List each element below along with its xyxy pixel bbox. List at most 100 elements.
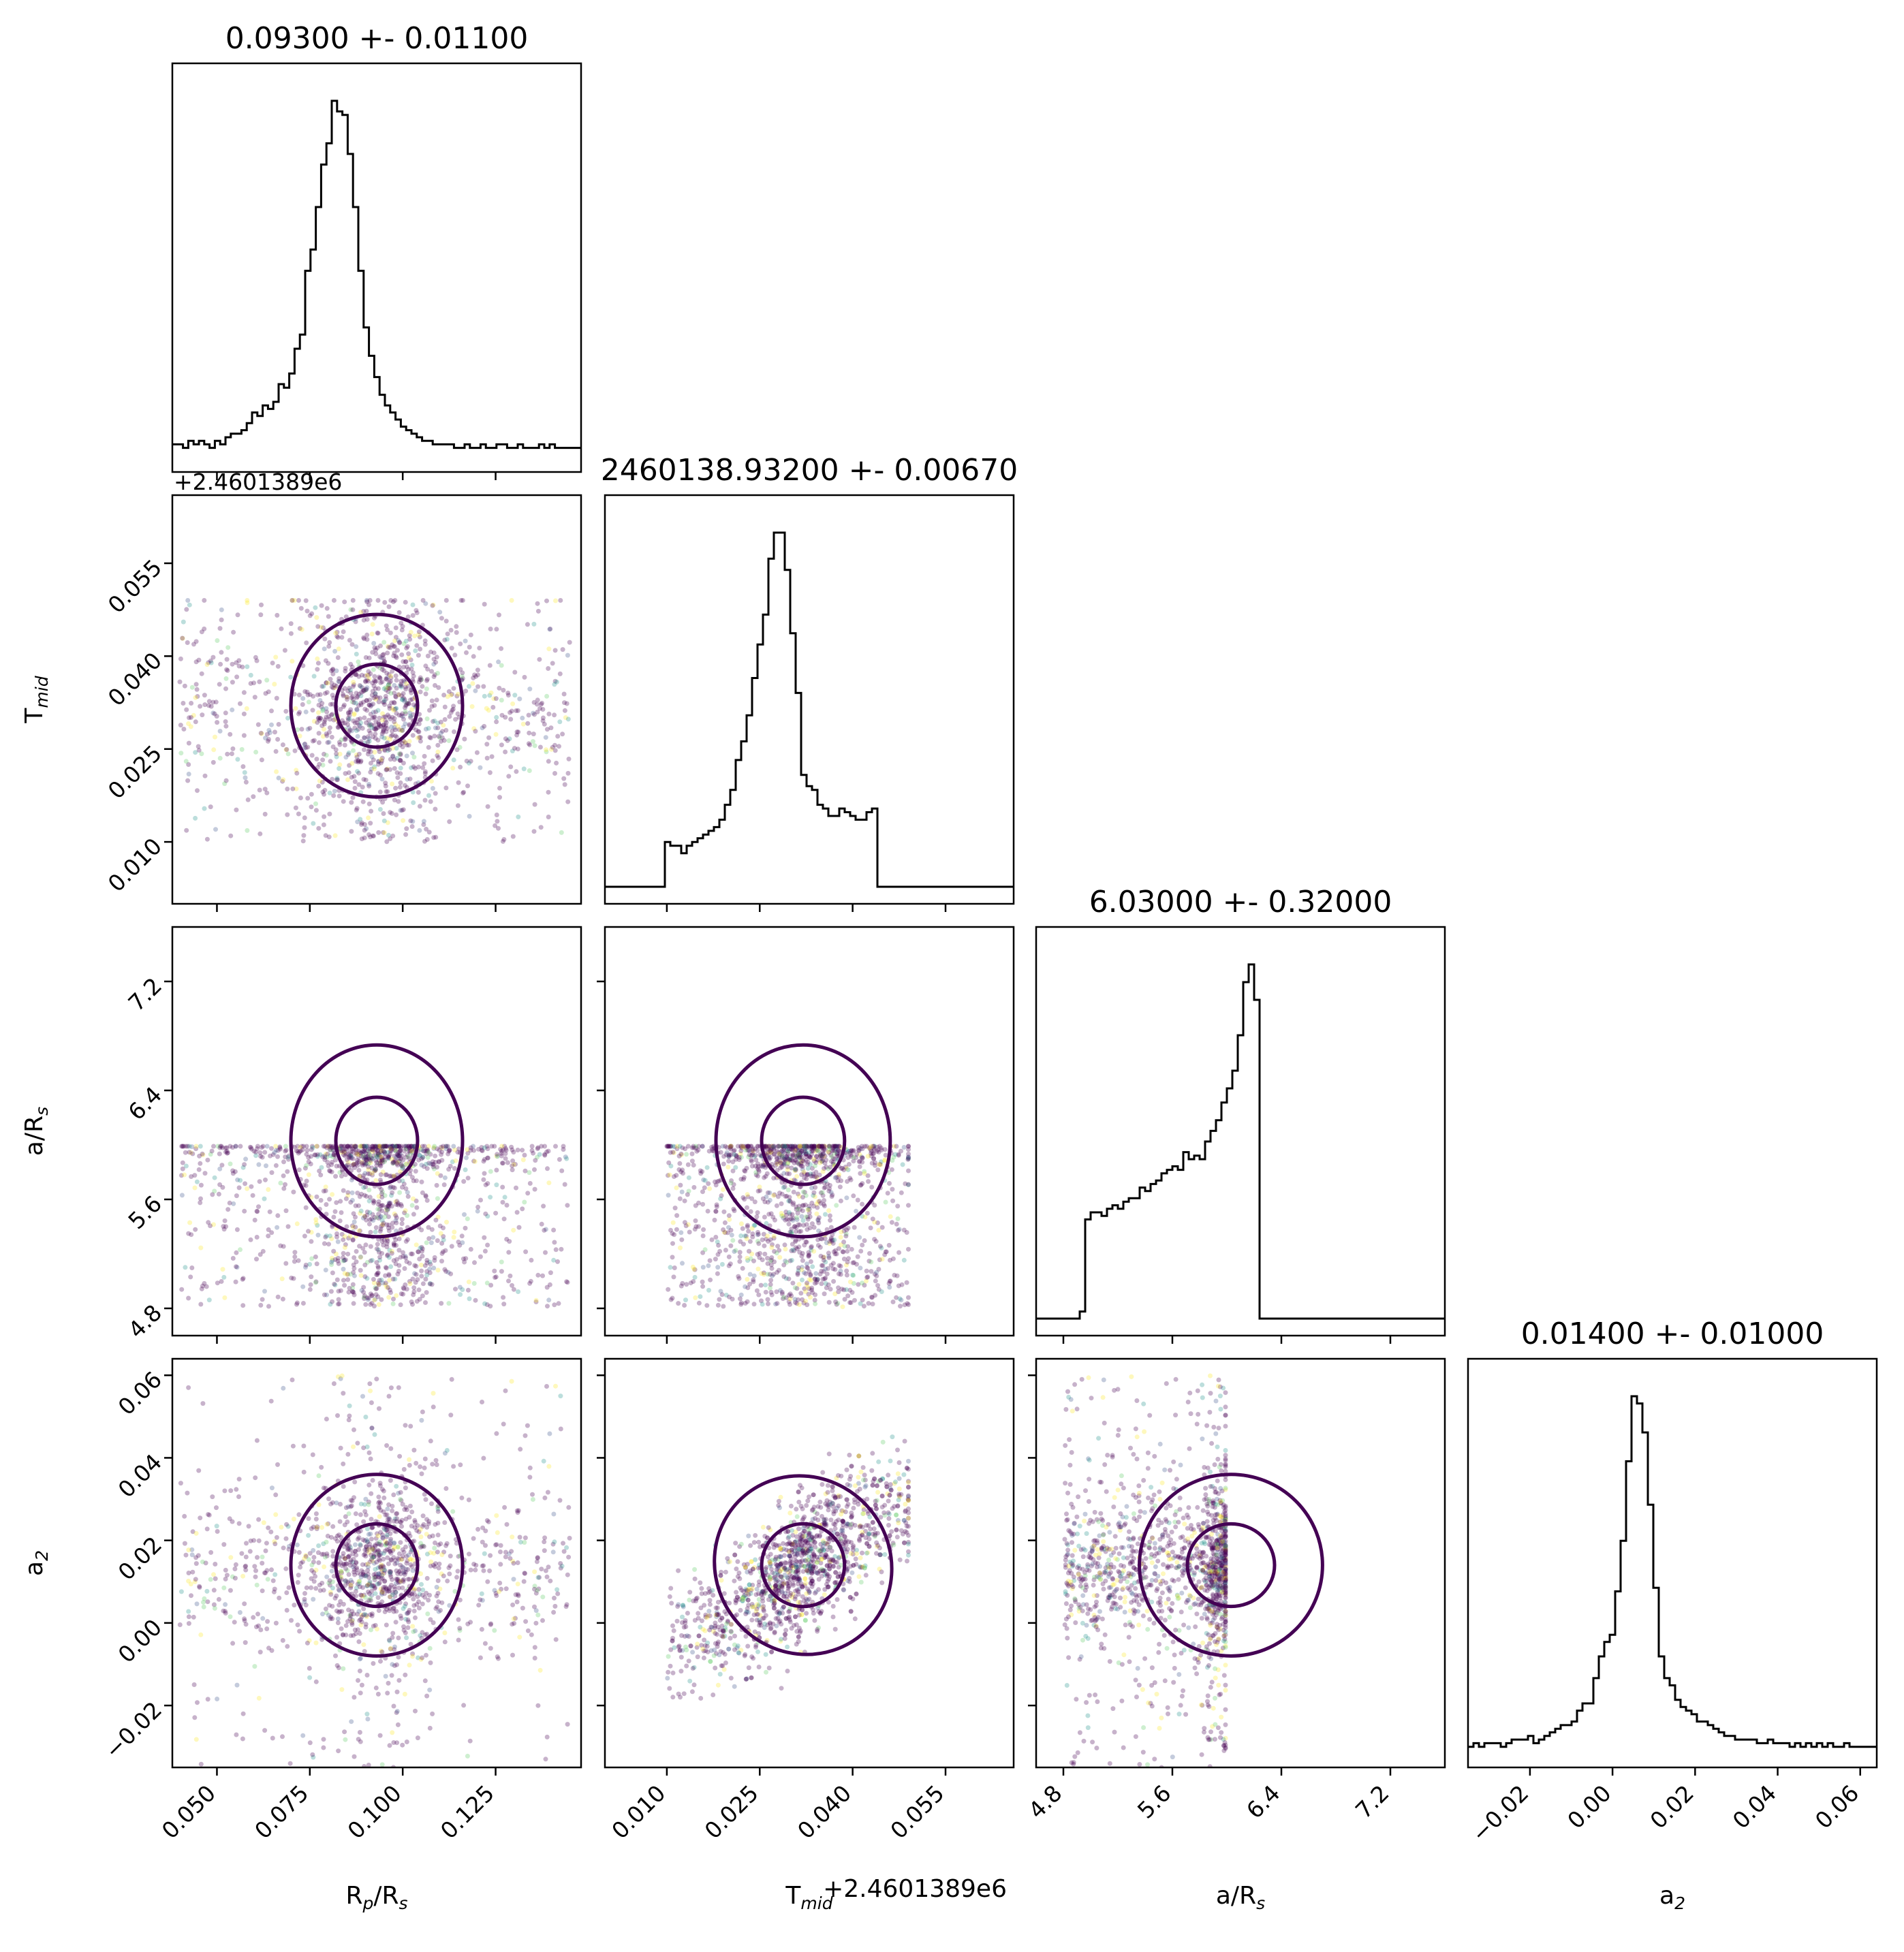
sample-point	[193, 1737, 199, 1742]
sample-point	[552, 748, 558, 753]
sample-point	[811, 1159, 817, 1164]
sample-point	[666, 1160, 672, 1165]
sample-point	[905, 1301, 910, 1306]
sample-point	[875, 1282, 880, 1288]
sample-point	[401, 641, 407, 646]
sample-point	[432, 719, 437, 723]
sample-point	[539, 1144, 544, 1149]
panel-a2-vs-rp	[164, 1357, 582, 1786]
sample-point	[777, 1152, 783, 1158]
sample-point	[419, 1635, 424, 1641]
sample-point	[554, 760, 559, 766]
sample-point	[384, 1534, 389, 1539]
sample-point	[324, 753, 329, 758]
sample-point	[413, 1242, 419, 1248]
sample-point	[685, 1162, 691, 1167]
sample-point	[360, 689, 366, 694]
sample-point	[754, 1214, 760, 1219]
sample-point	[873, 1239, 879, 1244]
sample-point	[190, 1529, 196, 1534]
sample-point	[367, 723, 373, 728]
sample-point	[507, 1239, 512, 1244]
sample-point	[497, 1580, 503, 1586]
sample-point	[352, 785, 358, 791]
sample-point	[792, 1144, 798, 1149]
sample-point	[262, 1150, 268, 1155]
sample-point	[671, 1274, 676, 1280]
sample-point	[399, 713, 404, 718]
sample-point	[342, 1257, 347, 1263]
sample-point	[381, 686, 387, 691]
sample-point	[364, 1217, 369, 1223]
sample-point	[368, 821, 373, 826]
sample-point	[307, 1287, 313, 1292]
sample-point	[297, 626, 302, 631]
sample-point	[739, 1144, 745, 1149]
sample-point	[388, 1557, 394, 1562]
sample-point	[746, 1154, 751, 1160]
sample-point	[377, 1573, 382, 1577]
sample-point	[331, 1148, 336, 1153]
sample-point	[179, 1287, 185, 1292]
sample-point	[388, 1148, 393, 1154]
sample-point	[403, 711, 408, 717]
sample-point	[348, 690, 354, 695]
sample-point	[386, 1769, 390, 1774]
sample-point	[872, 1237, 877, 1242]
sample-point	[399, 1221, 405, 1227]
sample-point	[383, 781, 388, 786]
panel-frame	[604, 926, 1015, 1337]
sample-point	[330, 744, 336, 749]
sample-point	[322, 814, 327, 819]
sample-point	[358, 1528, 363, 1534]
sample-point	[211, 747, 217, 753]
sample-point	[771, 1147, 777, 1152]
sample-point	[479, 1145, 484, 1150]
sample-point	[498, 1147, 503, 1152]
sample-point	[726, 1154, 732, 1159]
sample-point	[431, 1391, 436, 1396]
sample-point	[341, 693, 346, 699]
sample-point	[364, 608, 369, 614]
sample-point	[446, 689, 452, 694]
sample-point	[340, 1781, 345, 1786]
sample-point	[732, 1208, 737, 1214]
sample-point	[401, 665, 407, 670]
sample-point	[422, 798, 428, 803]
sample-point	[753, 1163, 758, 1169]
sample-point	[552, 1539, 557, 1545]
sample-point	[872, 1219, 877, 1225]
sample-point	[374, 1215, 379, 1221]
sample-point	[228, 1161, 233, 1167]
sample-point	[311, 719, 317, 724]
sample-point	[794, 1246, 800, 1252]
sample-point	[849, 1148, 854, 1153]
sample-point	[443, 727, 449, 733]
sample-point	[338, 1599, 343, 1604]
sample-point	[347, 1554, 352, 1558]
sample-point	[417, 1592, 422, 1597]
sample-point	[377, 789, 383, 795]
sample-point	[446, 738, 452, 743]
sample-point	[245, 598, 250, 603]
sample-point	[343, 665, 348, 671]
sample-point	[379, 1564, 384, 1569]
sample-point	[738, 1221, 744, 1227]
sample-point	[787, 1195, 792, 1200]
sample-point	[326, 1163, 331, 1169]
panel-ars-vs-tmid	[597, 926, 1015, 1344]
sample-point	[345, 752, 351, 757]
sample-point	[546, 1464, 552, 1469]
sample-point	[230, 680, 235, 685]
sample-point	[847, 1148, 852, 1154]
sample-point	[375, 1574, 381, 1579]
sample-point	[827, 1241, 832, 1246]
sample-point	[420, 1248, 424, 1254]
sample-point	[801, 1270, 807, 1275]
sample-point	[886, 1242, 892, 1248]
sample-point	[298, 796, 303, 800]
sample-point	[396, 1569, 402, 1575]
sample-point	[360, 799, 366, 804]
sample-point	[362, 1274, 368, 1279]
sample-point	[373, 709, 379, 714]
